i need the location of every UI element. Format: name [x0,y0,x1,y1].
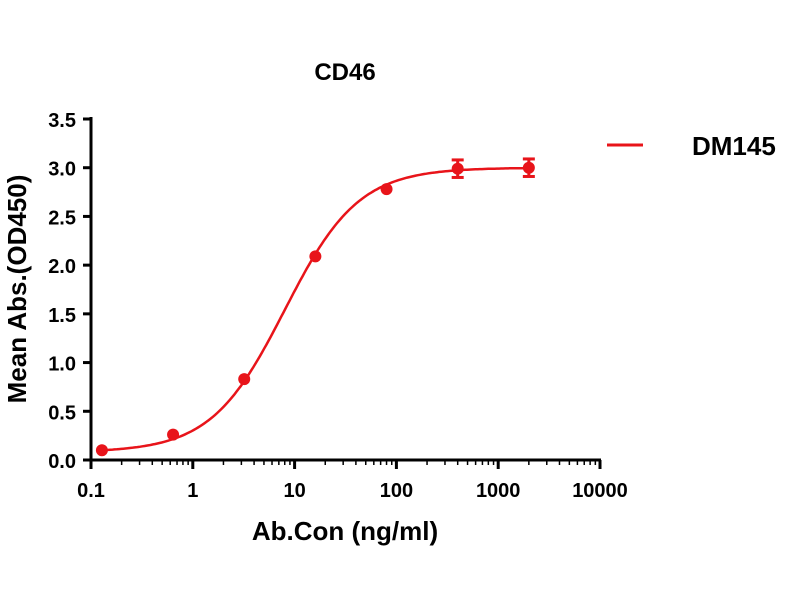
y-tick-label: 1.5 [48,305,76,327]
y-tick-label: 3.0 [48,159,76,181]
data-point [95,444,108,457]
y-tick-label: 2.0 [48,256,76,278]
data-point [451,162,464,175]
y-tick-label: 0.5 [48,402,76,424]
y-tick-label: 2.5 [48,207,76,229]
data-point [309,250,322,263]
x-tick-label: 1000 [476,480,521,502]
fit-curve [101,166,529,452]
y-tick-label: 3.5 [48,110,76,132]
legend-label: DM145 [692,131,776,161]
data-point [238,373,251,386]
x-axis-label: Ab.Con (ng/ml) [252,516,438,546]
x-tick-label: 0.1 [77,480,105,502]
y-axis-label: Mean Abs.(OD450) [2,175,32,404]
y-tick-label: 1.0 [48,354,76,376]
axes [89,117,601,462]
data-point [522,161,535,174]
x-tick-label: 1 [187,480,198,502]
x-tick-label: 10 [283,480,305,502]
legend: DM145 [607,131,776,161]
x-tick-label: 100 [380,480,413,502]
y-tick-label: 0.0 [48,451,76,473]
data-point [380,183,393,196]
x-tick-label: 10000 [572,480,628,502]
data-point [167,428,180,441]
chart-title: CD46 [314,59,375,86]
